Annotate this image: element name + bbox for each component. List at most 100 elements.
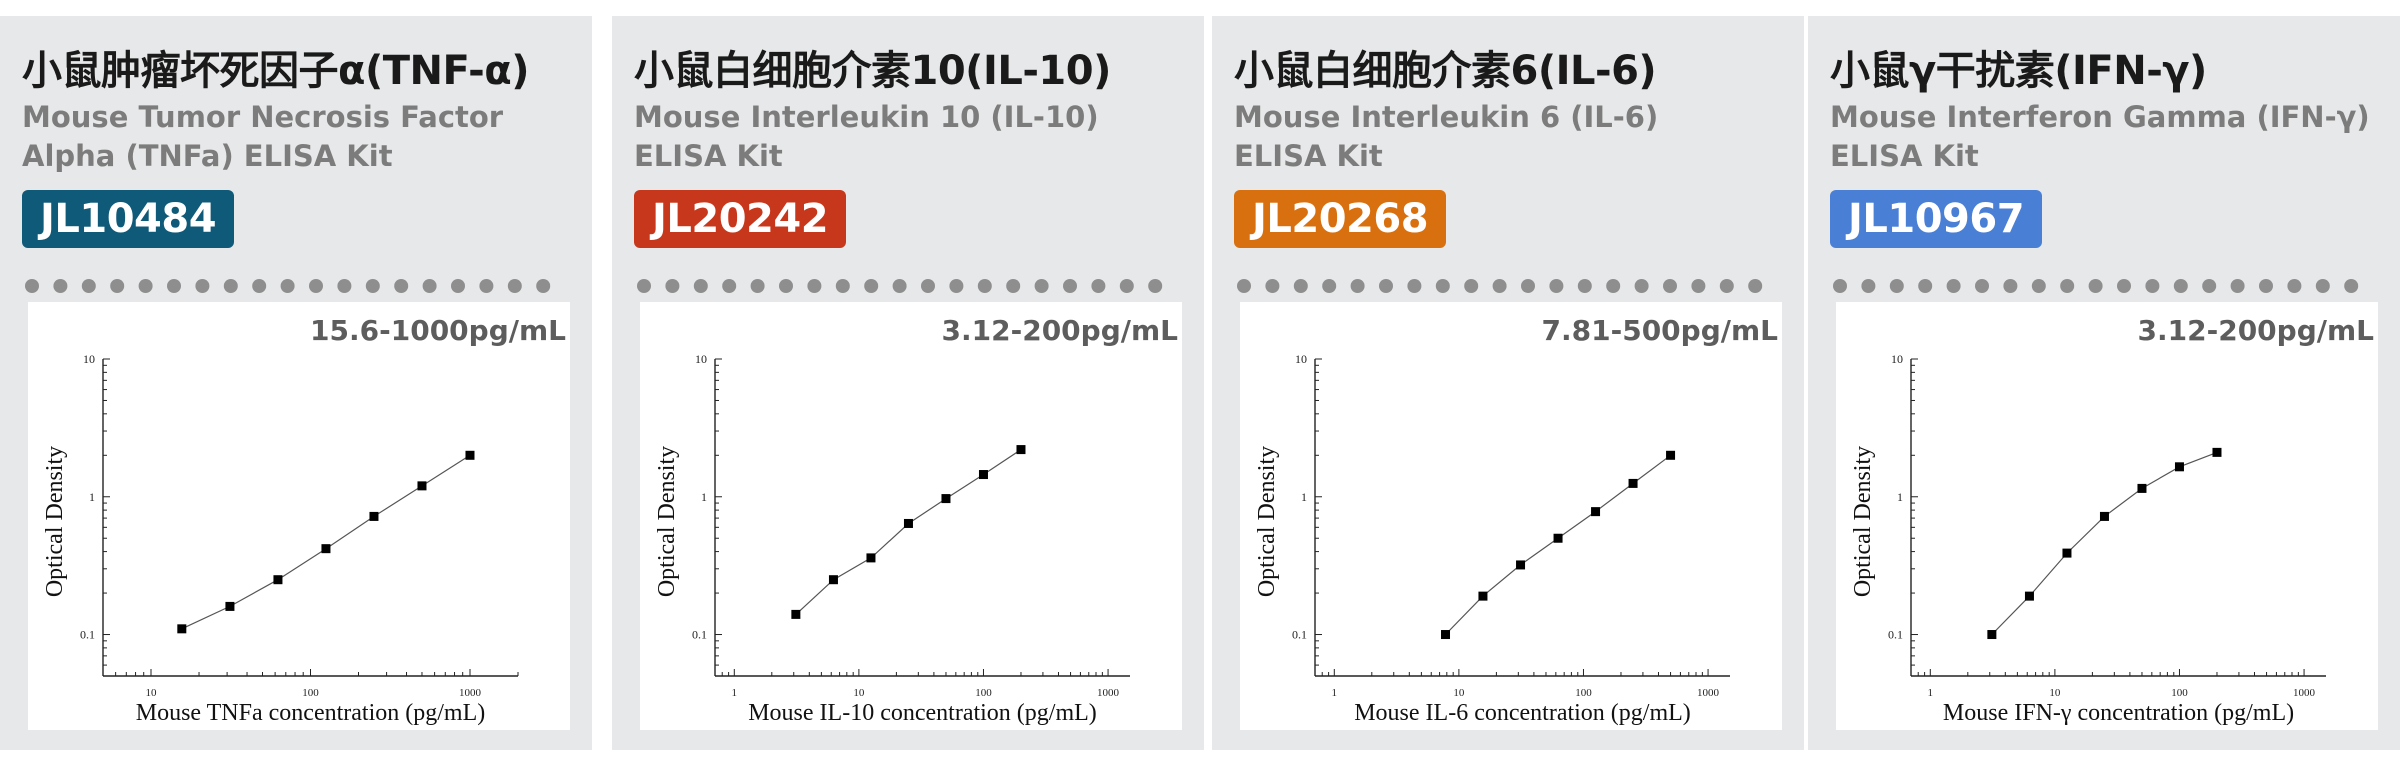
standard-curve-line: [181, 454, 471, 630]
y-tick-label: 1: [1301, 490, 1307, 504]
divider-dot: [1975, 279, 1989, 293]
divider-dot: [280, 279, 295, 293]
card-subtitle-line1: Mouse Interleukin 10 (IL-10): [634, 100, 1099, 134]
x-tick-label: 1000: [1697, 687, 1720, 699]
data-point: [791, 609, 801, 619]
data-point: [1553, 533, 1563, 543]
data-point: [1478, 591, 1488, 601]
divider-dot: [25, 279, 39, 293]
dot-divider: [1833, 279, 2359, 293]
divider-dot: [110, 279, 125, 293]
divider-dot: [394, 279, 409, 293]
catalog-number-badge: JL20242: [634, 190, 847, 248]
x-axis-label: Mouse IFN-γ concentration (pg/mL): [1943, 700, 2294, 726]
y-tick-label: 0.1: [80, 628, 95, 642]
product-card-tnf-alpha: 小鼠肿瘤坏死因子α(TNF-α) Mouse Tumor Necrosis Fa…: [0, 16, 592, 750]
standard-curve-line: [1991, 451, 2218, 635]
divider-dot: [2003, 279, 2018, 293]
card-subtitle-line2: ELISA Kit: [634, 139, 783, 173]
divider-dot: [1265, 279, 1280, 293]
y-tick-label: 10: [695, 352, 707, 366]
data-point: [465, 450, 475, 460]
standard-curve-panel: 0.1 1 10 10 100 1000 Mouse TNFa concentration …: [28, 302, 570, 730]
divider-dot: [1663, 279, 1677, 293]
x-tick-label: 1000: [1097, 687, 1120, 699]
divider-dot: [81, 279, 96, 293]
y-tick-label: 0.1: [1292, 628, 1307, 642]
card-subtitle-line2: Alpha (TNFa) ELISA Kit: [22, 139, 393, 173]
x-tick-label: 100: [2171, 687, 2188, 699]
divider-dot: [1407, 279, 1422, 293]
divider-dot: [949, 279, 964, 293]
x-tick-label: 1: [1928, 687, 1934, 699]
x-axis-label: Mouse TNFa concentration (pg/mL): [136, 700, 485, 726]
data-point: [1441, 630, 1451, 640]
card-subtitle: Mouse Interleukin 6 (IL-6) ELISA Kit: [1234, 98, 1658, 176]
data-point: [2024, 591, 2034, 601]
divider-dot: [977, 279, 992, 293]
divider-dot: [337, 279, 352, 293]
data-point: [369, 511, 379, 521]
divider-dot: [1549, 279, 1564, 293]
divider-dot: [1634, 279, 1649, 293]
data-point: [941, 494, 951, 504]
divider-dot: [2230, 279, 2245, 293]
card-title: 小鼠白细胞介素10(IL-10): [634, 48, 1111, 94]
divider-dot: [2031, 279, 2046, 293]
data-point: [1628, 478, 1638, 488]
standard-curve-panel: 0.1 1 10 1 10 100 1000 Mouse IL-6 concentration…: [1240, 302, 1782, 730]
catalog-number-badge: JL10484: [22, 190, 235, 248]
y-axis-label: Optical Density: [1254, 446, 1280, 597]
detection-range: 3.12-200pg/mL: [2137, 314, 2374, 347]
data-point: [177, 624, 187, 634]
divider-dot: [1006, 279, 1021, 293]
divider-dot: [2117, 279, 2131, 293]
divider-dot: [779, 279, 793, 293]
x-tick-label: 100: [302, 687, 319, 699]
divider-dot: [1691, 279, 1706, 293]
divider-dot: [807, 279, 822, 293]
data-point: [1016, 445, 1026, 455]
divider-dot: [921, 279, 935, 293]
divider-dot: [2145, 279, 2160, 293]
divider-dot: [1492, 279, 1507, 293]
data-point: [273, 575, 283, 585]
data-point: [417, 481, 427, 491]
detection-range: 7.81-500pg/mL: [1541, 314, 1778, 347]
standard-curve-panel: 0.1 1 10 1 10 100 1000 Mouse IFN-γ concentratio…: [1836, 302, 2378, 730]
data-point: [2212, 447, 2222, 457]
product-card-ifn-gamma: 小鼠γ干扰素(IFN-γ) Mouse Interferon Gamma (IF…: [1808, 16, 2400, 750]
y-tick-label: 1: [89, 490, 95, 504]
divider-dot: [422, 279, 437, 293]
divider-dot: [1748, 279, 1763, 293]
data-point: [2174, 462, 2184, 472]
x-axis-label: Mouse IL-6 concentration (pg/mL): [1354, 700, 1691, 726]
divider-dot: [1063, 279, 1077, 293]
divider-dot: [195, 279, 210, 293]
divider-dot: [1034, 279, 1049, 293]
y-tick-label: 0.1: [1888, 628, 1903, 642]
divider-dot: [252, 279, 267, 293]
detection-range: 15.6-1000pg/mL: [310, 314, 566, 347]
x-axis-label: Mouse IL-10 concentration (pg/mL): [748, 700, 1097, 726]
data-point: [1987, 630, 1997, 640]
divider-dot: [2202, 279, 2217, 293]
divider-dot: [1091, 279, 1106, 293]
divider-dot: [722, 279, 737, 293]
x-tick-label: 10: [2049, 687, 2061, 699]
divider-dot: [451, 279, 465, 293]
divider-dot: [864, 279, 879, 293]
card-title: 小鼠肿瘤坏死因子α(TNF-α): [22, 48, 529, 94]
divider-dot: [1350, 279, 1365, 293]
divider-dot: [2173, 279, 2188, 293]
divider-dot: [1293, 279, 1308, 293]
dot-divider: [1237, 279, 1763, 293]
divider-dot: [2259, 279, 2273, 293]
divider-dot: [2287, 279, 2302, 293]
x-tick-label: 1000: [459, 687, 482, 699]
x-tick-label: 1: [1332, 687, 1338, 699]
divider-dot: [1719, 279, 1734, 293]
divider-dot: [1861, 279, 1876, 293]
data-point: [321, 544, 331, 554]
data-point: [225, 601, 235, 611]
